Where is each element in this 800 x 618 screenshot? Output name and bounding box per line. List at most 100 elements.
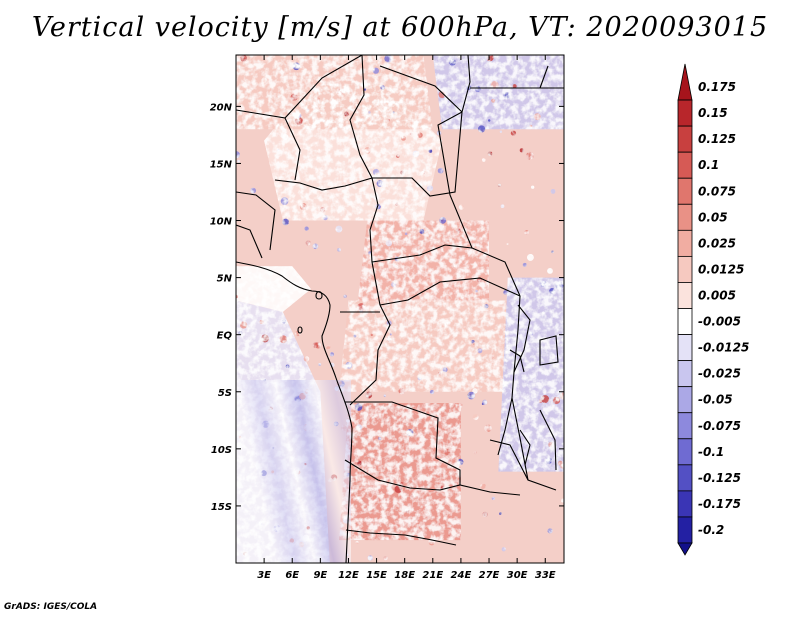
field-cell bbox=[285, 364, 290, 369]
field-cell bbox=[419, 229, 425, 234]
field-cell bbox=[524, 230, 530, 235]
field-cell bbox=[304, 226, 309, 231]
field-cell bbox=[368, 251, 372, 255]
field-cell bbox=[490, 80, 499, 89]
colorbar-label: -0.1 bbox=[698, 445, 724, 459]
field-cell bbox=[427, 185, 434, 192]
field-cell bbox=[312, 342, 319, 348]
field-cell bbox=[396, 154, 400, 158]
field-cell bbox=[391, 281, 397, 288]
field-cell bbox=[282, 319, 286, 324]
field-region bbox=[236, 266, 311, 312]
colorbar-swatch bbox=[677, 464, 693, 492]
field-cell bbox=[530, 185, 535, 189]
field-cell bbox=[259, 319, 264, 324]
field-cell bbox=[305, 240, 311, 246]
field-cell bbox=[378, 437, 382, 441]
colorbar-swatch bbox=[677, 255, 693, 283]
field-cell bbox=[354, 403, 363, 411]
field-cell bbox=[389, 333, 392, 336]
field-cell bbox=[318, 362, 322, 366]
field-cell bbox=[386, 336, 392, 342]
field-cell bbox=[383, 556, 388, 561]
field-cell bbox=[484, 304, 489, 309]
field-cell bbox=[542, 311, 545, 314]
field-cell bbox=[325, 344, 331, 350]
field-cell bbox=[529, 331, 534, 336]
field-cell bbox=[482, 399, 488, 405]
field-cell bbox=[420, 527, 423, 530]
colorbar: 0.175 0.15 0.125 0.1 0.075 0.05 0.025 0.0125 0.0… bbox=[677, 63, 749, 556]
field-cell bbox=[519, 148, 524, 153]
field-cell bbox=[292, 62, 301, 71]
field-cell bbox=[368, 516, 372, 520]
x-tick-label: 30E bbox=[507, 570, 528, 581]
field-cell bbox=[448, 534, 451, 537]
field-cell bbox=[337, 88, 344, 95]
field-cell bbox=[487, 151, 493, 156]
colorbar-swatch bbox=[677, 386, 693, 414]
field-cell bbox=[335, 225, 343, 233]
field-cell bbox=[449, 58, 457, 66]
colorbar-label: 0.125 bbox=[698, 132, 736, 146]
y-tick-label: 15S bbox=[211, 502, 232, 513]
colorbar-swatch bbox=[677, 542, 693, 556]
field-cell bbox=[438, 371, 442, 375]
field-cell bbox=[367, 555, 373, 561]
field-region bbox=[498, 277, 564, 472]
colorbar-swatch bbox=[677, 125, 693, 153]
field-cell bbox=[491, 496, 496, 501]
x-tick-label: 9E bbox=[313, 570, 327, 581]
field-cell bbox=[356, 424, 363, 431]
field-cell bbox=[548, 441, 554, 448]
field-cell bbox=[236, 151, 240, 159]
field-cell bbox=[337, 247, 341, 252]
field-cell bbox=[475, 289, 478, 293]
field-region bbox=[432, 55, 564, 130]
colorbar-label: -0.025 bbox=[698, 367, 741, 381]
field-cell bbox=[525, 151, 534, 160]
field-cell bbox=[384, 55, 393, 63]
field-region bbox=[236, 55, 433, 130]
field-cell bbox=[299, 203, 307, 211]
x-tick-label: 24E bbox=[451, 570, 472, 581]
field-cell bbox=[512, 84, 517, 89]
field-cell bbox=[261, 77, 268, 84]
colorbar-label: -0.175 bbox=[698, 497, 741, 511]
field-cell bbox=[438, 90, 446, 99]
field-cell bbox=[484, 424, 492, 432]
colorbar-swatch bbox=[677, 229, 693, 257]
field-cell bbox=[376, 180, 384, 187]
field-cell bbox=[282, 218, 289, 226]
field-cell bbox=[541, 395, 550, 404]
colorbar-swatch bbox=[677, 203, 693, 231]
x-tick-label: 15E bbox=[366, 570, 387, 581]
field-cell bbox=[329, 352, 335, 357]
field-cell bbox=[412, 150, 420, 158]
colorbar-swatch bbox=[677, 334, 693, 362]
field-cell bbox=[481, 158, 486, 162]
colorbar-label: -0.2 bbox=[698, 523, 724, 537]
colorbar-label: -0.005 bbox=[698, 315, 741, 329]
field-cell bbox=[444, 321, 451, 329]
field-cell bbox=[303, 356, 310, 362]
colorbar-swatch bbox=[677, 412, 693, 440]
field-cell bbox=[499, 130, 503, 133]
y-tick-label: 10N bbox=[210, 217, 233, 228]
x-tick-label: 3E bbox=[257, 570, 271, 581]
field-cell bbox=[295, 330, 301, 337]
colorbar-label: -0.125 bbox=[698, 471, 741, 485]
field-cell bbox=[404, 508, 409, 513]
y-tick-label: 5S bbox=[218, 388, 232, 399]
field-cell bbox=[410, 132, 413, 136]
field-cell bbox=[555, 281, 564, 290]
field-cell bbox=[533, 113, 541, 121]
field-cell bbox=[343, 294, 347, 298]
x-tick-label: 27E bbox=[479, 570, 500, 581]
field-cell bbox=[392, 231, 396, 235]
field-cell bbox=[456, 228, 461, 234]
field-cell bbox=[387, 118, 390, 122]
colorbar-swatch bbox=[677, 516, 693, 544]
colorbar-label: 0.025 bbox=[698, 236, 736, 250]
colorbar-swatch bbox=[677, 151, 693, 179]
